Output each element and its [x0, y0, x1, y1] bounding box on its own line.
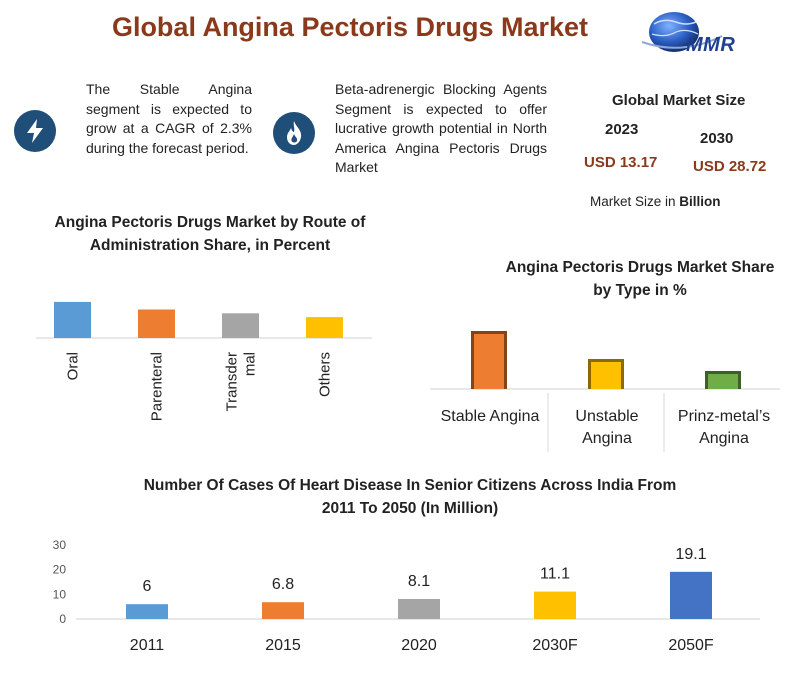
chart-route-title-line: Administration Share, in Percent [89, 237, 331, 254]
bar-cases-1 [262, 602, 304, 619]
type-category-label: Angina [699, 430, 749, 447]
bar-cases-0 [126, 604, 168, 619]
cases-ytick-label: 20 [53, 563, 67, 577]
year-2030: 2030 [700, 130, 734, 147]
bar-cases-2 [398, 598, 440, 619]
year-2023: 2023 [605, 121, 639, 138]
bar-route-1 [138, 309, 175, 338]
unit-note-prefix: Market Size in [590, 194, 676, 209]
cases-ytick-label: 10 [53, 587, 67, 601]
bar-cases-4 [670, 571, 712, 619]
highlight-stable-angina: The Stable Angina segment is expected to… [86, 81, 252, 156]
chart-cases-title-line: 2011 To 2050 (In Million) [321, 500, 499, 517]
market-value-2023: USD 13.17 [584, 154, 658, 171]
type-category-label: Angina [582, 430, 632, 447]
chart-type-title-line: by Type in % [593, 282, 687, 299]
type-category-label: Prinz-metal’s [678, 408, 770, 425]
lightning-bolt-icon [14, 110, 56, 152]
cases-category-label: 2015 [265, 637, 301, 654]
chart-cases-title-line: Number Of Cases Of Heart Disease In Seni… [143, 477, 677, 494]
type-category-label: Stable Angina [441, 408, 540, 425]
bar-route-0 [54, 301, 91, 338]
route-category-label: Transdermal [224, 352, 259, 411]
route-category-label-line: mal [242, 352, 259, 376]
flame-icon [273, 112, 315, 154]
route-category-label-line: Others [317, 352, 334, 397]
bar-cases-3 [534, 591, 576, 619]
chart-route-title: Angina Pectoris Drugs Market by Route of… [20, 211, 400, 257]
cases-value-label: 19.1 [675, 546, 706, 563]
cases-ytick-label: 0 [59, 612, 66, 626]
logo-globe-icon [641, 12, 723, 52]
route-category-label: Others [317, 352, 334, 397]
chart-type-title-line: Angina Pectoris Drugs Market Share [505, 259, 775, 276]
cases-ytick-label: 30 [53, 538, 67, 552]
type-category-label: Unstable [575, 408, 638, 425]
chart-type-title: Angina Pectoris Drugs Market Share by Ty… [480, 256, 800, 302]
route-category-label: Parenteral [149, 352, 166, 421]
bar-type-2 [708, 374, 738, 389]
market-size-unit-note: Market Size in Billion [590, 194, 721, 209]
bar-route-2 [222, 313, 259, 338]
bar-route-3 [306, 317, 343, 338]
page-title: Global Angina Pectoris Drugs Market [111, 12, 589, 42]
cases-value-label: 6 [143, 578, 152, 595]
highlight-beta-blockers: Beta-adrenergic Blocking Agents Segment … [335, 81, 547, 175]
cases-category-label: 2020 [401, 637, 437, 654]
cases-category-label: 2011 [130, 637, 165, 654]
bar-type-0 [474, 334, 504, 389]
route-category-label: Oral [65, 352, 82, 380]
cases-value-label: 8.1 [408, 573, 430, 590]
route-category-label-line: Parenteral [149, 352, 166, 421]
logo-text: MMR [686, 34, 736, 56]
cases-value-label: 11.1 [540, 566, 570, 583]
market-size-heading: Global Market Size [612, 92, 746, 109]
unit-note-unit: Billion [679, 194, 721, 209]
cases-category-label: 2030F [532, 637, 578, 654]
route-category-label-line: Transder [224, 352, 241, 411]
route-category-label-line: Oral [65, 352, 82, 380]
cases-category-label: 2050F [668, 637, 714, 654]
cases-value-label: 6.8 [272, 576, 294, 593]
chart-route-title-line: Angina Pectoris Drugs Market by Route of [54, 214, 366, 231]
bar-type-1 [591, 362, 621, 389]
market-value-2030: USD 28.72 [693, 158, 767, 175]
chart-cases-title: Number Of Cases Of Heart Disease In Seni… [80, 474, 740, 520]
